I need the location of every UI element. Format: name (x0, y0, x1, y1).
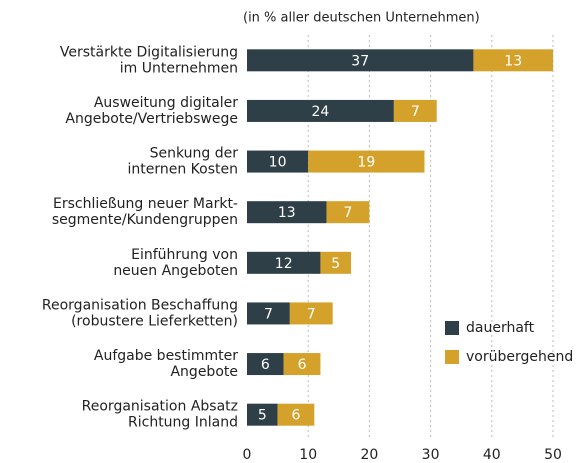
y-tick-label: Senkung der (150, 146, 239, 162)
bar (473, 49, 553, 72)
y-tick-label: Einführung von (131, 247, 238, 263)
legend-label: dauerhaft (466, 320, 535, 336)
y-tick-label: Angebote/Vertriebswege (65, 111, 238, 127)
x-tick-label: 40 (483, 447, 501, 463)
bar (247, 201, 327, 224)
bar (247, 49, 474, 72)
bar (283, 353, 321, 376)
bar (247, 353, 284, 376)
value-label: 10 (269, 155, 287, 171)
bar (247, 99, 394, 122)
bar (277, 403, 315, 426)
y-tick-label: Angebote (170, 364, 238, 380)
value-label: 6 (298, 357, 307, 373)
y-tick-label: Richtung Inland (128, 415, 238, 431)
value-label: 6 (291, 408, 300, 424)
value-label: 12 (275, 256, 293, 272)
legend-swatch (445, 321, 459, 335)
value-label: 13 (278, 205, 296, 221)
y-tick-label: Reorganisation Beschaffung (42, 297, 238, 313)
value-label: 13 (504, 53, 522, 69)
y-tick-label: Reorganisation Absatz (82, 399, 238, 415)
bar (247, 302, 290, 325)
value-label: 19 (357, 155, 375, 171)
x-tick-label: 0 (243, 447, 252, 463)
y-tick-label: Verstärkte Digitalisierung (60, 44, 238, 60)
y-tick-label: (robustere Lieferketten) (71, 313, 238, 329)
value-label: 24 (312, 104, 330, 120)
value-label: 6 (261, 357, 270, 373)
value-label: 5 (258, 408, 267, 424)
value-label: 37 (351, 53, 369, 69)
value-label: 5 (331, 256, 340, 272)
y-tick-label: Erschließung neuer Markt- (53, 196, 238, 212)
bar (247, 251, 321, 274)
x-tick-label: 10 (299, 447, 317, 463)
y-tick-label: segmente/Kundengruppen (52, 212, 238, 228)
value-label: 7 (344, 205, 353, 221)
y-tick-label: internen Kosten (127, 162, 238, 178)
bar (289, 302, 333, 325)
y-tick-label: Ausweitung digitaler (94, 95, 238, 111)
bar (326, 201, 370, 224)
value-label: 7 (411, 104, 420, 120)
value-label: 7 (307, 306, 316, 322)
legend-swatch (445, 350, 459, 364)
bar (247, 403, 278, 426)
bar (320, 251, 352, 274)
bar (393, 99, 437, 122)
y-tick-label: Aufgabe bestimmter (94, 348, 238, 364)
x-tick-label: 50 (544, 447, 562, 463)
bar (247, 150, 309, 173)
x-tick-label: 20 (360, 447, 378, 463)
legend-label: vorübergehend (466, 349, 573, 365)
y-tick-label: neuen Angeboten (113, 263, 238, 279)
bar (308, 150, 425, 173)
x-tick-label: 30 (422, 447, 440, 463)
value-label: 7 (264, 306, 273, 322)
chart-subtitle: (in % aller deutschen Unternehmen) (243, 11, 480, 26)
y-tick-label: im Unternehmen (120, 60, 238, 76)
